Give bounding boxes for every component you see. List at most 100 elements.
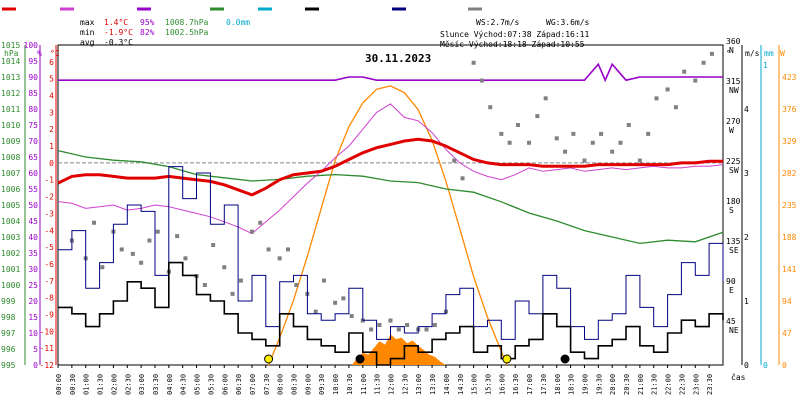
- tick-solar: 423: [782, 73, 797, 82]
- wind-dir-point: [100, 265, 105, 270]
- wind-dir-point: [249, 229, 254, 234]
- tick-wind-dir: 225: [726, 157, 741, 166]
- x-tick-label: 20:30: [623, 374, 631, 395]
- tick-temperature: -6: [44, 260, 54, 269]
- x-tick-label: 13:30: [429, 374, 437, 395]
- tick-temperature: -12: [40, 361, 55, 370]
- tick-temperature: 2: [49, 125, 54, 134]
- tick-pressure: 1001: [1, 265, 20, 274]
- tick-humidity: 10: [28, 329, 38, 338]
- x-tick-label: 09:30: [318, 374, 326, 395]
- tick-wind-dir-label: E: [729, 286, 734, 295]
- wind-dir-point: [610, 149, 615, 154]
- wind-dir-point: [266, 247, 271, 252]
- x-tick-label: 09:00: [304, 374, 312, 395]
- tick-humidity: 55: [28, 185, 38, 194]
- wind-dir-point: [646, 131, 651, 136]
- wind-dir-point: [238, 278, 243, 283]
- tick-humidity: 20: [28, 297, 38, 306]
- wind-dir-point: [682, 69, 687, 74]
- tick-temperature: -11: [40, 344, 55, 353]
- chart-title: 30.11.2023: [365, 52, 431, 65]
- x-tick-label: 14:30: [457, 374, 465, 395]
- tick-wind-dir: 315: [726, 77, 741, 86]
- wind-dir-point: [175, 234, 180, 239]
- tick-wind-dir: 270: [726, 117, 741, 126]
- stat-1-0: min: [80, 28, 95, 37]
- tick-solar: 47: [782, 329, 792, 338]
- x-tick-label: 04:00: [166, 374, 174, 395]
- tick-temperature: 0: [49, 159, 54, 168]
- wind-dir-point: [637, 158, 642, 163]
- wind-dir-point: [119, 247, 124, 252]
- tick-humidity: 40: [28, 233, 38, 242]
- x-tick-label: 16:00: [498, 374, 506, 395]
- x-tick-label: 08:30: [291, 374, 299, 395]
- wind-dir-point: [626, 123, 631, 127]
- tick-solar: 0: [782, 361, 787, 370]
- x-tick-label: 22:00: [665, 374, 673, 395]
- wind-dir-point: [349, 314, 354, 319]
- tick-wind-dir-label: W: [729, 126, 734, 135]
- tick-temperature: 6: [49, 58, 54, 67]
- unit-time: čas: [731, 372, 746, 382]
- tick-temperature: -8: [44, 294, 54, 303]
- moon-marker-moonset: [355, 354, 365, 364]
- x-tick-label: 23:30: [706, 374, 714, 395]
- wind-dir-point: [258, 220, 263, 225]
- tick-wind-ms: 0: [744, 361, 749, 370]
- tick-humidity: 95: [28, 57, 38, 66]
- series-humidity: [58, 62, 723, 83]
- x-tick-label: 15:00: [471, 374, 479, 395]
- tick-pressure: 998: [1, 313, 16, 322]
- tick-humidity: 15: [28, 313, 38, 322]
- x-tick-label: 01:00: [83, 374, 91, 395]
- unit-deg: °C: [50, 49, 60, 58]
- wind-dir-point: [499, 131, 504, 136]
- tick-wind-dir-label: SW: [729, 166, 739, 175]
- tick-temperature: -9: [44, 310, 54, 319]
- tick-humidity: 70: [28, 137, 38, 146]
- tick-solar: 188: [782, 233, 797, 242]
- tick-humidity: 0: [33, 361, 38, 370]
- wind-dir-point: [155, 229, 160, 234]
- tick-humidity: 90: [28, 73, 38, 82]
- wind-dir-point: [322, 278, 326, 283]
- x-tick-label: 00:00: [55, 374, 63, 395]
- tick-humidity: 30: [28, 265, 38, 274]
- wind-dir-point: [396, 327, 401, 332]
- tick-pressure: 1008: [1, 153, 20, 162]
- wind-dir-point: [701, 60, 706, 65]
- wind-dir-point: [515, 123, 520, 127]
- wind-dir-point: [130, 251, 135, 256]
- tick-pressure: 1012: [1, 89, 20, 98]
- x-tick-label: 06:00: [221, 374, 229, 395]
- tick-wind-dir: 360: [726, 37, 741, 46]
- tick-rain: 1: [763, 61, 768, 70]
- tick-solar: 329: [782, 137, 797, 146]
- tick-solar: 141: [782, 265, 797, 274]
- x-tick-label: 00:30: [69, 374, 77, 395]
- x-tick-label: 19:30: [595, 374, 603, 395]
- wind-dir-point: [202, 283, 207, 287]
- wind-dir-point: [341, 296, 346, 301]
- x-tick-label: 19:00: [581, 374, 589, 395]
- tick-wind-dir-label: NE: [729, 326, 739, 335]
- x-tick-label: 07:30: [263, 374, 271, 395]
- unit-w: W: [780, 49, 785, 58]
- wind-dir-point: [665, 87, 670, 92]
- x-tick-label: 02:30: [124, 374, 132, 395]
- tick-humidity: 25: [28, 281, 38, 290]
- x-tick-label: 17:30: [540, 374, 548, 395]
- tick-pressure: 999: [1, 297, 16, 306]
- wind-dir-point: [333, 300, 338, 305]
- tick-humidity: 60: [28, 169, 38, 178]
- stat-1-2: 82%: [140, 28, 155, 37]
- tick-wind-dir: 90: [726, 277, 736, 286]
- tick-temperature: 3: [49, 108, 54, 117]
- wind-dir-point: [599, 131, 604, 136]
- wind-dir-point: [507, 140, 512, 145]
- wind-dir-point: [582, 158, 587, 163]
- tick-wind-dir: 45: [726, 317, 736, 326]
